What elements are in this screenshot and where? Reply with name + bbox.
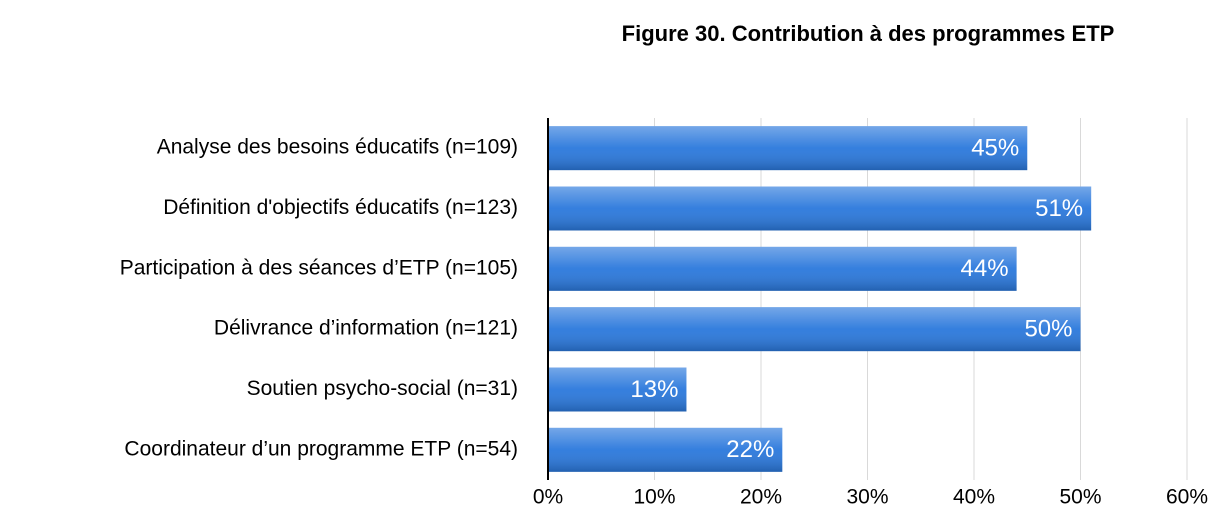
x-tick-label: 40%	[953, 486, 995, 509]
chart-title: Figure 30. Contribution à des programmes…	[621, 21, 1115, 46]
y-tick-label: Définition d'objectifs éducatifs (n=123)	[163, 196, 518, 219]
y-tick-label: Soutien psycho-social (n=31)	[247, 377, 518, 400]
y-tick-label: Analyse des besoins éducatifs (n=109)	[157, 136, 518, 159]
y-tick-label: Participation à des séances d’ETP (n=105…	[120, 256, 518, 279]
bar-shade	[548, 246, 1017, 291]
bar-shade	[548, 307, 1081, 352]
bar-shade	[548, 186, 1092, 231]
data-label: 45%	[971, 135, 1019, 162]
y-tick-label: Délivrance d’information (n=121)	[214, 317, 518, 340]
data-label: 51%	[1035, 195, 1083, 222]
data-label: 44%	[961, 255, 1009, 282]
x-tick-label: 50%	[1059, 486, 1101, 509]
x-tick-label: 10%	[633, 486, 675, 509]
data-label: 22%	[726, 436, 774, 463]
data-label: 50%	[1024, 316, 1072, 343]
x-tick-label: 0%	[533, 486, 563, 509]
bar-shade	[548, 427, 783, 472]
bar-shade	[548, 367, 687, 412]
x-tick-label: 30%	[846, 486, 888, 509]
y-tick-label: Coordinateur d’un programme ETP (n=54)	[124, 437, 518, 460]
x-tick-label: 20%	[740, 486, 782, 509]
data-label: 13%	[630, 376, 678, 403]
x-tick-label: 60%	[1166, 486, 1208, 509]
bar-shade	[548, 126, 1028, 171]
